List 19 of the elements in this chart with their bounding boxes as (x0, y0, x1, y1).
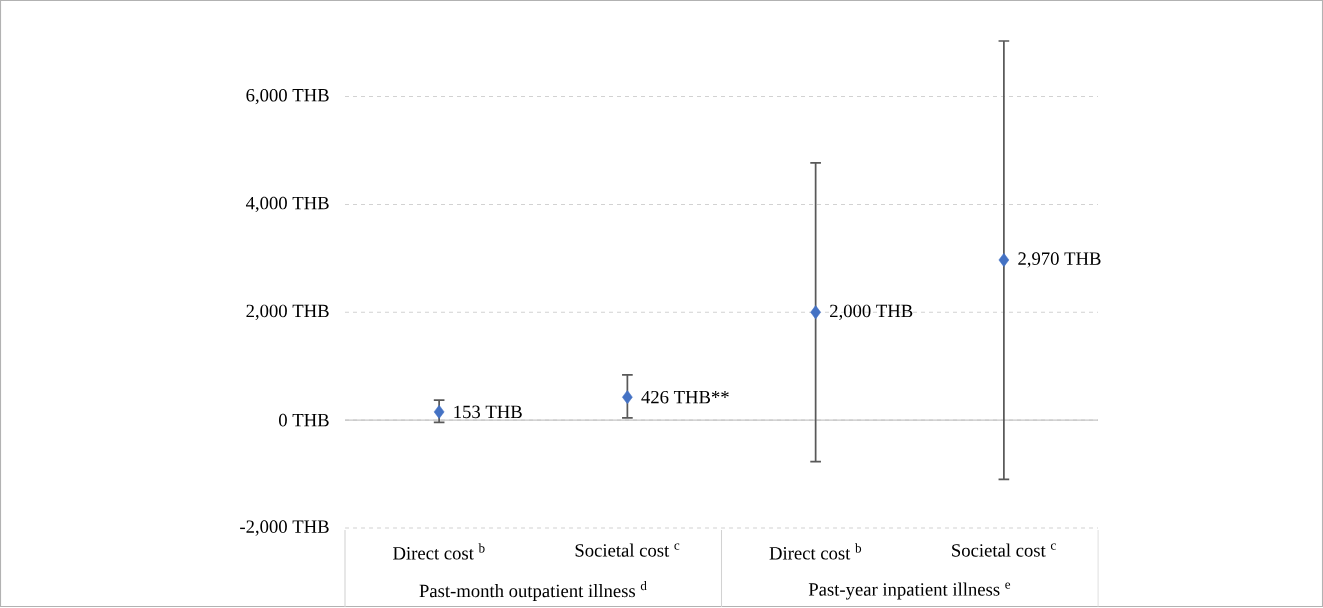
x-tick-label: Direct cost $^{b}$ (393, 543, 485, 560)
data-label: 153 THB (454, 405, 522, 419)
point (622, 390, 633, 405)
y-tick-label: 6,000 THB (246, 89, 329, 105)
data-label: 2,970 THB (1018, 252, 1101, 268)
text: Past-year inpatient illness $^{e}$ (808, 582, 1011, 600)
y-tick-label: 4,000 THB (245, 197, 329, 213)
point (998, 253, 1010, 268)
point (810, 305, 821, 320)
x-tick-label: Direct cost $^{b}$ (769, 543, 862, 560)
text: Past-month outpatient illness $^{d}$ (419, 581, 647, 602)
y-tick-label: 0 THB (279, 414, 329, 427)
x-tick-label: Societal cost $^{c}$ (575, 543, 680, 557)
x-tick-label: Societal cost $^{c}$ (952, 543, 1056, 557)
point (433, 405, 445, 420)
y-tick-label: -2,000 THB (240, 520, 329, 536)
data-label: 2,000 THB (830, 304, 913, 321)
y-tick-label: 2,000 THB (246, 304, 329, 321)
data-label: 426 THB** (641, 391, 729, 404)
